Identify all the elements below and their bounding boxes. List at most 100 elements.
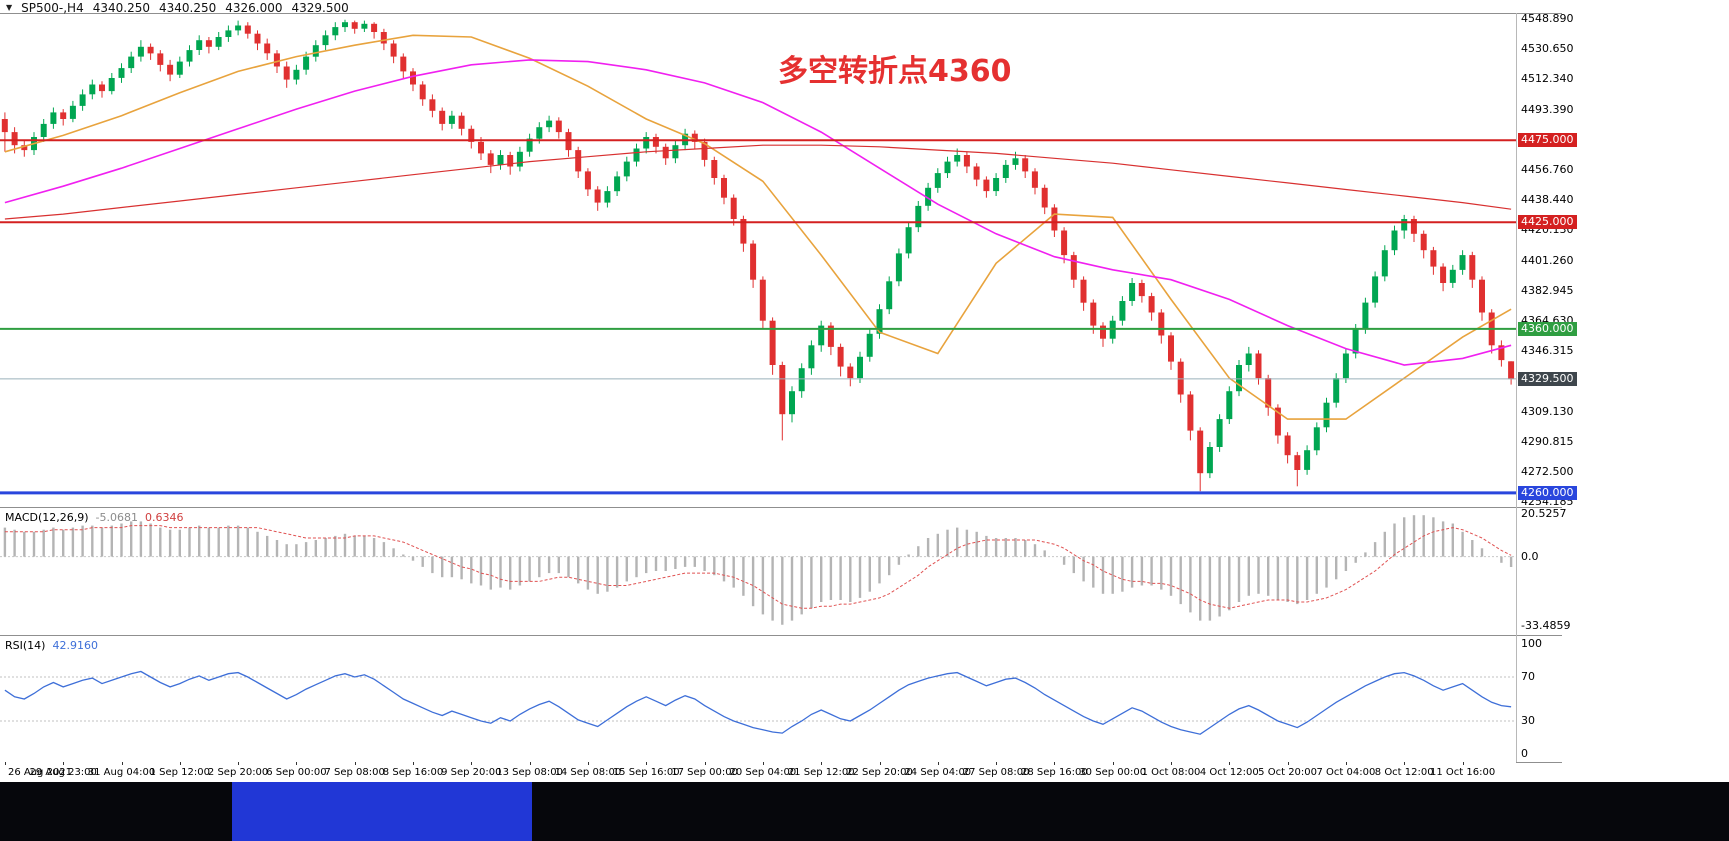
macd-canvas[interactable] — [0, 508, 1516, 632]
price-badge-4329.500: 4329.500 — [1518, 371, 1577, 386]
time-label: 20 Sep 04:00 — [729, 767, 797, 778]
time-tick — [1054, 762, 1056, 765]
price-badge-4260.000: 4260.000 — [1518, 485, 1577, 500]
time-label: 8 Oct 12:00 — [1374, 767, 1434, 778]
taskbar-active-item[interactable] — [232, 782, 532, 841]
scale-divider — [1516, 13, 1517, 762]
time-tick — [937, 762, 939, 765]
price-scale-label: 4493.390 — [1521, 103, 1574, 117]
candles-layer — [1, 19, 1515, 492]
time-tick — [704, 762, 706, 765]
time-tick — [529, 762, 531, 765]
time-label: 2 Sep 20:00 — [207, 767, 269, 778]
time-label: 11 Oct 16:00 — [1429, 767, 1496, 778]
time-label: 17 Sep 00:00 — [671, 767, 738, 778]
time-tick — [1112, 762, 1114, 765]
chart-header: ▼ SP500-,H4 4340.250 4340.250 4326.000 4… — [6, 1, 349, 15]
macd-signal-line — [4, 525, 1512, 609]
ohlc-open: 4340.250 — [92, 1, 150, 15]
time-label: 1 Oct 08:00 — [1141, 767, 1201, 778]
time-tick — [821, 762, 823, 765]
time-tick — [471, 762, 473, 765]
price-scale-label: 4512.340 — [1521, 72, 1574, 86]
time-tick — [996, 762, 998, 765]
rsi-line — [4, 670, 1512, 735]
time-tick — [413, 762, 414, 765]
time-tick — [879, 762, 881, 765]
time-label: 30 Sep 00:00 — [1079, 767, 1147, 778]
time-label: 9 Sep 20:00 — [441, 767, 502, 778]
time-tick — [1287, 762, 1289, 765]
time-label: 15 Sep 16:00 — [612, 767, 680, 778]
time-label: 22 Sep 20:00 — [846, 767, 913, 778]
time-tick — [354, 762, 356, 765]
time-label: 7 Oct 04:00 — [1316, 767, 1376, 778]
macd-name: MACD(12,26,9) — [5, 511, 89, 524]
time-tick — [63, 762, 65, 765]
time-tick — [1462, 762, 1464, 765]
price-scale-label: 4382.945 — [1521, 284, 1574, 298]
time-label: 21 Sep 12:00 — [787, 767, 855, 778]
time-tick — [1404, 762, 1406, 765]
price-scale-label: 4272.500 — [1521, 465, 1574, 479]
time-tick — [1229, 762, 1231, 765]
time-label: 8 Sep 16:00 — [382, 767, 444, 778]
rsi-scale-label: 100 — [1521, 637, 1542, 650]
symbol-timeframe-label: SP500-,H4 — [21, 1, 84, 15]
time-tick — [1171, 762, 1172, 765]
price-badge-4475.000: 4475.000 — [1518, 133, 1577, 148]
time-tick — [1345, 762, 1347, 765]
macd-indicator-label: MACD(12,26,9) -5.0681 0.6346 — [5, 511, 184, 524]
rsi-scale-label: 30 — [1521, 714, 1535, 727]
price-scale-label: 4346.315 — [1521, 344, 1574, 358]
rsi-value: 42.9160 — [52, 639, 98, 652]
symbol-dropdown-icon[interactable]: ▼ — [6, 3, 13, 12]
time-label: 14 Sep 08:00 — [554, 767, 622, 778]
time-axis[interactable]: 26 Aug 2021 29 Aug 23:00 31 Aug 04:00 1 Sep… — [0, 762, 1516, 782]
price-scale-label: 4548.890 — [1521, 12, 1574, 26]
price-scale-label: 4290.815 — [1521, 435, 1574, 449]
time-label: 7 Sep 08:00 — [324, 767, 385, 778]
macd-scale-label: -33.4859 — [1521, 618, 1571, 632]
time-label: 29 Aug 23:00 — [29, 767, 97, 778]
macd-value: -5.0681 — [95, 511, 139, 524]
pane-separator-macd[interactable] — [0, 507, 1562, 508]
time-label: 27 Sep 08:00 — [962, 767, 1030, 778]
time-tick — [4, 762, 6, 765]
time-tick — [587, 762, 589, 765]
ma-line-mid — [4, 59, 1512, 366]
macd-scale-label: 0.0 — [1521, 549, 1539, 563]
taskbar — [0, 782, 1729, 841]
price-scale-label: 4438.440 — [1521, 193, 1574, 207]
time-label: 13 Sep 08:00 — [496, 767, 563, 778]
rsi-canvas[interactable] — [0, 636, 1516, 762]
rsi-scale-label: 0 — [1521, 747, 1528, 760]
ma-line-fast — [4, 34, 1512, 420]
time-label: 6 Sep 00:00 — [266, 767, 327, 778]
ohlc-high: 4340.250 — [158, 1, 217, 15]
price-scale-label: 4456.760 — [1521, 163, 1574, 177]
annotation-text: 多空转折点4360 — [778, 54, 1012, 89]
time-label: 1 Sep 12:00 — [149, 767, 210, 778]
ma-line-slow — [4, 144, 1512, 220]
time-label: 24 Sep 04:00 — [904, 767, 972, 778]
price-badge-4360.000: 4360.000 — [1518, 321, 1577, 336]
price-scale-column[interactable]: 4548.890 4530.650 4512.340 4493.390 4475.000… — [1516, 0, 1729, 782]
macd-signal-value: 0.6346 — [145, 511, 184, 524]
time-tick — [238, 762, 240, 765]
price-scale-label: 4309.130 — [1521, 405, 1574, 419]
rsi-scale-label: 70 — [1521, 670, 1535, 683]
ohlc-close: 4329.500 — [291, 1, 349, 15]
macd-scale-label: 20.5257 — [1521, 507, 1567, 521]
price-scale-label: 4530.650 — [1521, 42, 1574, 55]
time-label: 28 Sep 16:00 — [1021, 767, 1088, 778]
price-badge-4425.000: 4425.000 — [1518, 215, 1577, 230]
main-chart-canvas[interactable] — [0, 14, 1516, 506]
time-label: 31 Aug 04:00 — [87, 767, 156, 778]
time-tick — [762, 762, 764, 765]
time-tick — [296, 762, 298, 765]
pane-separator-rsi[interactable] — [0, 635, 1562, 636]
time-tick — [646, 762, 648, 765]
time-label: 26 Aug 2021 — [7, 767, 73, 778]
rsi-indicator-label: RSI(14) 42.9160 — [5, 639, 98, 652]
